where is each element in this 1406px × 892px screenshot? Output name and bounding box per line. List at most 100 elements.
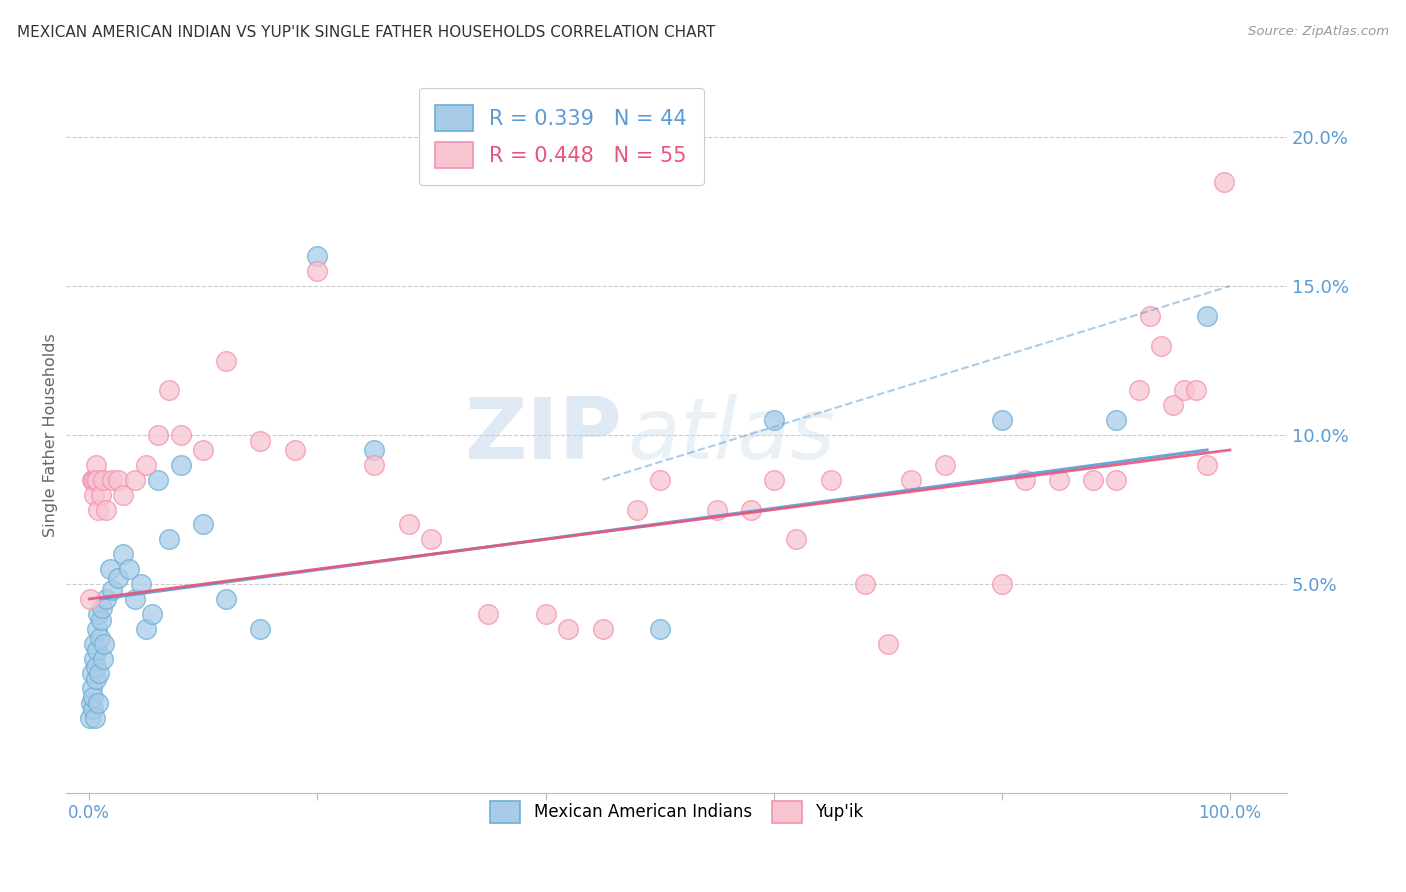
Point — [91, 473, 114, 487]
Point — [420, 533, 443, 547]
Y-axis label: Single Father Households: Single Father Households — [44, 334, 58, 537]
Text: atlas: atlas — [628, 393, 837, 476]
Point — [284, 442, 307, 457]
Point — [80, 696, 103, 710]
Point — [129, 577, 152, 591]
Point — [249, 622, 271, 636]
Point — [592, 622, 614, 636]
Point — [135, 622, 157, 636]
Point — [762, 473, 785, 487]
Point — [101, 473, 124, 487]
Point — [146, 428, 169, 442]
Point — [90, 600, 112, 615]
Point — [193, 442, 215, 457]
Point — [90, 488, 112, 502]
Point — [785, 533, 807, 547]
Point — [215, 591, 238, 606]
Point — [398, 517, 420, 532]
Point — [84, 660, 107, 674]
Point — [648, 622, 671, 636]
Point — [80, 473, 103, 487]
Point — [82, 666, 104, 681]
Point — [87, 666, 110, 681]
Point — [80, 681, 103, 696]
Point — [82, 702, 104, 716]
Point — [1014, 473, 1036, 487]
Point — [557, 622, 579, 636]
Point — [1081, 473, 1104, 487]
Point — [107, 571, 129, 585]
Point — [1128, 384, 1150, 398]
Point — [91, 651, 114, 665]
Point — [84, 458, 107, 472]
Point — [89, 631, 111, 645]
Point — [1184, 384, 1206, 398]
Point — [98, 562, 121, 576]
Point — [762, 413, 785, 427]
Point — [1047, 473, 1070, 487]
Point — [157, 384, 180, 398]
Point — [82, 473, 104, 487]
Legend: Mexican American Indians, Yup'ik: Mexican American Indians, Yup'ik — [478, 789, 875, 834]
Point — [86, 473, 108, 487]
Point — [79, 711, 101, 725]
Point — [86, 622, 108, 636]
Point — [146, 473, 169, 487]
Point — [83, 637, 105, 651]
Point — [1197, 309, 1219, 323]
Point — [307, 249, 329, 263]
Text: ZIP: ZIP — [464, 393, 621, 476]
Point — [648, 473, 671, 487]
Point — [118, 562, 141, 576]
Point — [96, 502, 118, 516]
Point — [79, 591, 101, 606]
Text: Source: ZipAtlas.com: Source: ZipAtlas.com — [1249, 25, 1389, 38]
Point — [534, 607, 557, 621]
Point — [84, 711, 107, 725]
Point — [249, 434, 271, 448]
Point — [87, 502, 110, 516]
Point — [141, 607, 163, 621]
Point — [1150, 338, 1173, 352]
Point — [740, 502, 762, 516]
Point — [193, 517, 215, 532]
Point — [83, 651, 105, 665]
Point — [1105, 473, 1128, 487]
Point — [84, 473, 107, 487]
Point — [83, 488, 105, 502]
Point — [86, 642, 108, 657]
Point — [157, 533, 180, 547]
Point — [169, 428, 191, 442]
Point — [124, 473, 146, 487]
Point — [363, 458, 385, 472]
Point — [900, 473, 922, 487]
Point — [135, 458, 157, 472]
Point — [991, 577, 1014, 591]
Point — [876, 637, 898, 651]
Point — [87, 696, 110, 710]
Point — [124, 591, 146, 606]
Point — [853, 577, 876, 591]
Point — [820, 473, 842, 487]
Point — [934, 458, 956, 472]
Point — [1139, 309, 1161, 323]
Point — [363, 442, 385, 457]
Point — [991, 413, 1014, 427]
Text: MEXICAN AMERICAN INDIAN VS YUP'IK SINGLE FATHER HOUSEHOLDS CORRELATION CHART: MEXICAN AMERICAN INDIAN VS YUP'IK SINGLE… — [17, 25, 716, 40]
Point — [1173, 384, 1195, 398]
Point — [1213, 175, 1236, 189]
Point — [82, 690, 104, 705]
Point — [1197, 458, 1219, 472]
Point — [1161, 398, 1184, 412]
Point — [107, 473, 129, 487]
Point — [215, 353, 238, 368]
Point — [112, 547, 135, 561]
Point — [1105, 413, 1128, 427]
Point — [101, 582, 124, 597]
Point — [169, 458, 191, 472]
Point — [477, 607, 499, 621]
Point — [90, 613, 112, 627]
Point — [112, 488, 135, 502]
Point — [626, 502, 648, 516]
Point — [93, 637, 115, 651]
